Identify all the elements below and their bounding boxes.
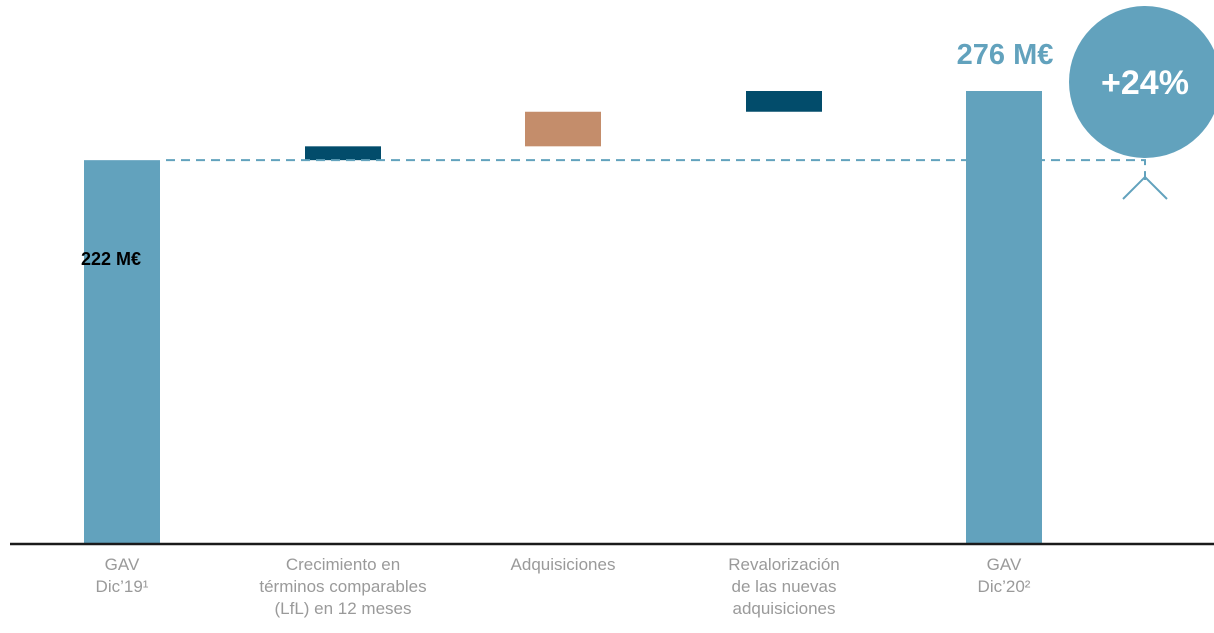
bar-revaluation — [746, 91, 822, 112]
category-label: Adquisiciones — [511, 555, 616, 574]
growth-badge-circle — [1069, 6, 1214, 158]
bar-gav-dic20 — [966, 91, 1042, 544]
category-label: Crecimiento en — [286, 555, 400, 574]
up-arrow-icon — [1122, 175, 1168, 200]
category-label: Revalorización — [728, 555, 840, 574]
category-label: GAV — [987, 555, 1022, 574]
end-value-label: 276 M€ — [957, 39, 1054, 71]
category-label: GAV — [105, 555, 140, 574]
dashed-growth-connector — [166, 159, 1146, 180]
bar-gav-dic19 — [84, 160, 160, 544]
growth-badge-label: +24% — [1101, 64, 1189, 102]
bar-lfl-growth — [305, 146, 381, 161]
category-label: de las nuevas — [732, 577, 837, 596]
category-label: adquisiciones — [732, 599, 835, 618]
category-label: términos comparables — [259, 577, 426, 596]
category-labels: GAV Dic’19¹ Crecimiento en términos compara… — [96, 555, 1031, 618]
category-label: Dic’19¹ — [96, 577, 149, 596]
bar-acquisitions — [525, 111, 601, 147]
start-value-label: 222 M€ — [81, 249, 141, 269]
bars-group — [84, 91, 1042, 544]
category-label: (LfL) en 12 meses — [274, 599, 411, 618]
category-label: Dic’20² — [978, 577, 1031, 596]
